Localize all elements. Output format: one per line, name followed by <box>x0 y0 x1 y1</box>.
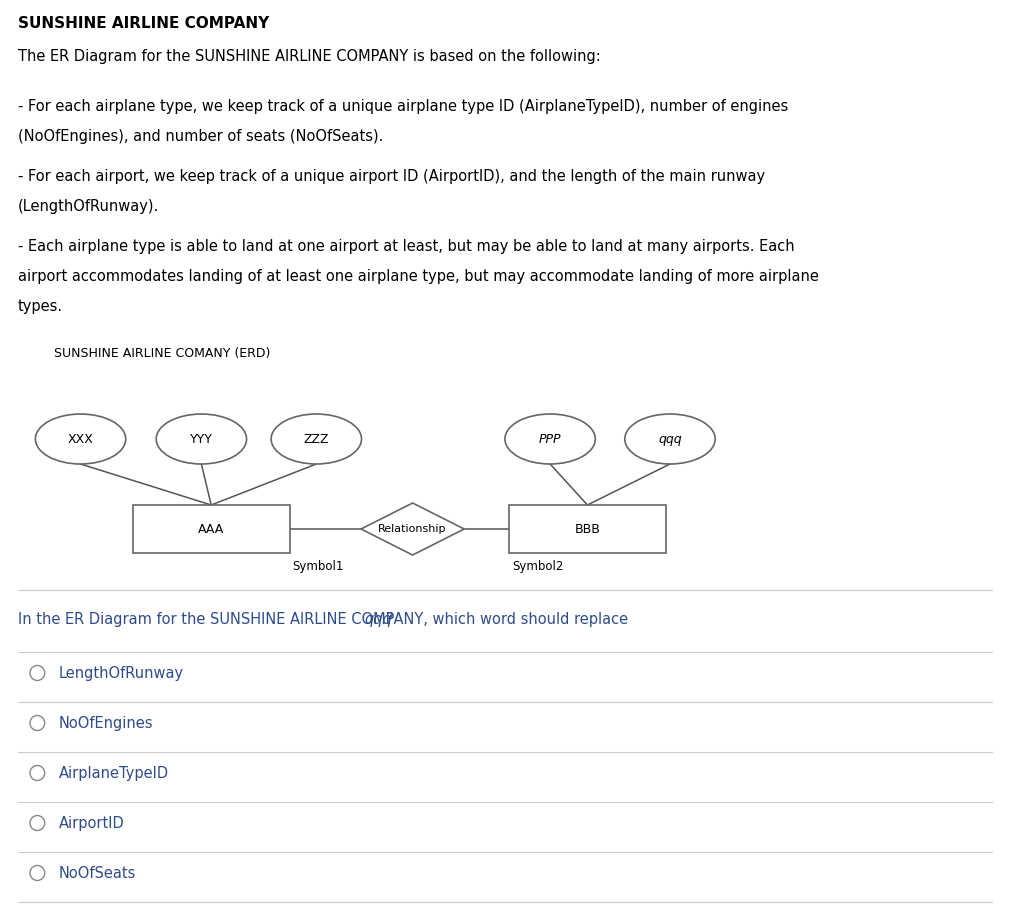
Text: LengthOfRunway: LengthOfRunway <box>59 666 184 681</box>
Text: Symbol2: Symbol2 <box>512 560 563 573</box>
Circle shape <box>30 666 44 681</box>
Text: XXX: XXX <box>68 433 94 446</box>
Ellipse shape <box>35 414 125 464</box>
Bar <box>133 505 290 553</box>
Text: qqq: qqq <box>365 612 393 627</box>
Text: PPP: PPP <box>539 433 561 446</box>
Text: - Each airplane type is able to land at one airport at least, but may be able to: - Each airplane type is able to land at … <box>17 239 795 254</box>
Circle shape <box>30 815 44 831</box>
Bar <box>509 505 666 553</box>
Text: (LengthOfRunway).: (LengthOfRunway). <box>17 199 159 214</box>
Text: Relationship: Relationship <box>378 524 447 534</box>
Text: ZZZ: ZZZ <box>303 433 329 446</box>
Text: - For each airplane type, we keep track of a unique airplane type ID (AirplaneTy: - For each airplane type, we keep track … <box>17 99 787 114</box>
Ellipse shape <box>156 414 247 464</box>
Text: SUNSHINE AIRLINE COMPANY: SUNSHINE AIRLINE COMPANY <box>17 16 269 31</box>
Circle shape <box>30 866 44 880</box>
Text: Symbol1: Symbol1 <box>293 560 344 573</box>
Circle shape <box>30 716 44 730</box>
Ellipse shape <box>271 414 362 464</box>
Text: airport accommodates landing of at least one airplane type, but may accommodate : airport accommodates landing of at least… <box>17 269 818 284</box>
Text: NoOfSeats: NoOfSeats <box>59 866 137 880</box>
Ellipse shape <box>625 414 715 464</box>
Text: qqq: qqq <box>658 433 682 446</box>
Text: BBB: BBB <box>575 522 600 535</box>
Text: AirplaneTypeID: AirplaneTypeID <box>59 765 169 780</box>
Text: types.: types. <box>17 299 63 314</box>
Text: ?: ? <box>387 612 394 627</box>
Text: - For each airport, we keep track of a unique airport ID (AirportID), and the le: - For each airport, we keep track of a u… <box>17 169 765 184</box>
Text: In the ER Diagram for the SUNSHINE AIRLINE COMPANY, which word should replace: In the ER Diagram for the SUNSHINE AIRLI… <box>17 612 632 627</box>
Text: AirportID: AirportID <box>59 815 124 831</box>
Text: SUNSHINE AIRLINE COMANY (ERD): SUNSHINE AIRLINE COMANY (ERD) <box>54 347 270 360</box>
Polygon shape <box>361 503 465 555</box>
Text: NoOfEngines: NoOfEngines <box>59 716 153 730</box>
Text: AAA: AAA <box>198 522 224 535</box>
Ellipse shape <box>505 414 595 464</box>
Text: The ER Diagram for the SUNSHINE AIRLINE COMPANY is based on the following:: The ER Diagram for the SUNSHINE AIRLINE … <box>17 49 600 64</box>
Text: (NoOfEngines), and number of seats (NoOfSeats).: (NoOfEngines), and number of seats (NoOf… <box>17 129 383 144</box>
Text: YYY: YYY <box>190 433 213 446</box>
Circle shape <box>30 765 44 780</box>
